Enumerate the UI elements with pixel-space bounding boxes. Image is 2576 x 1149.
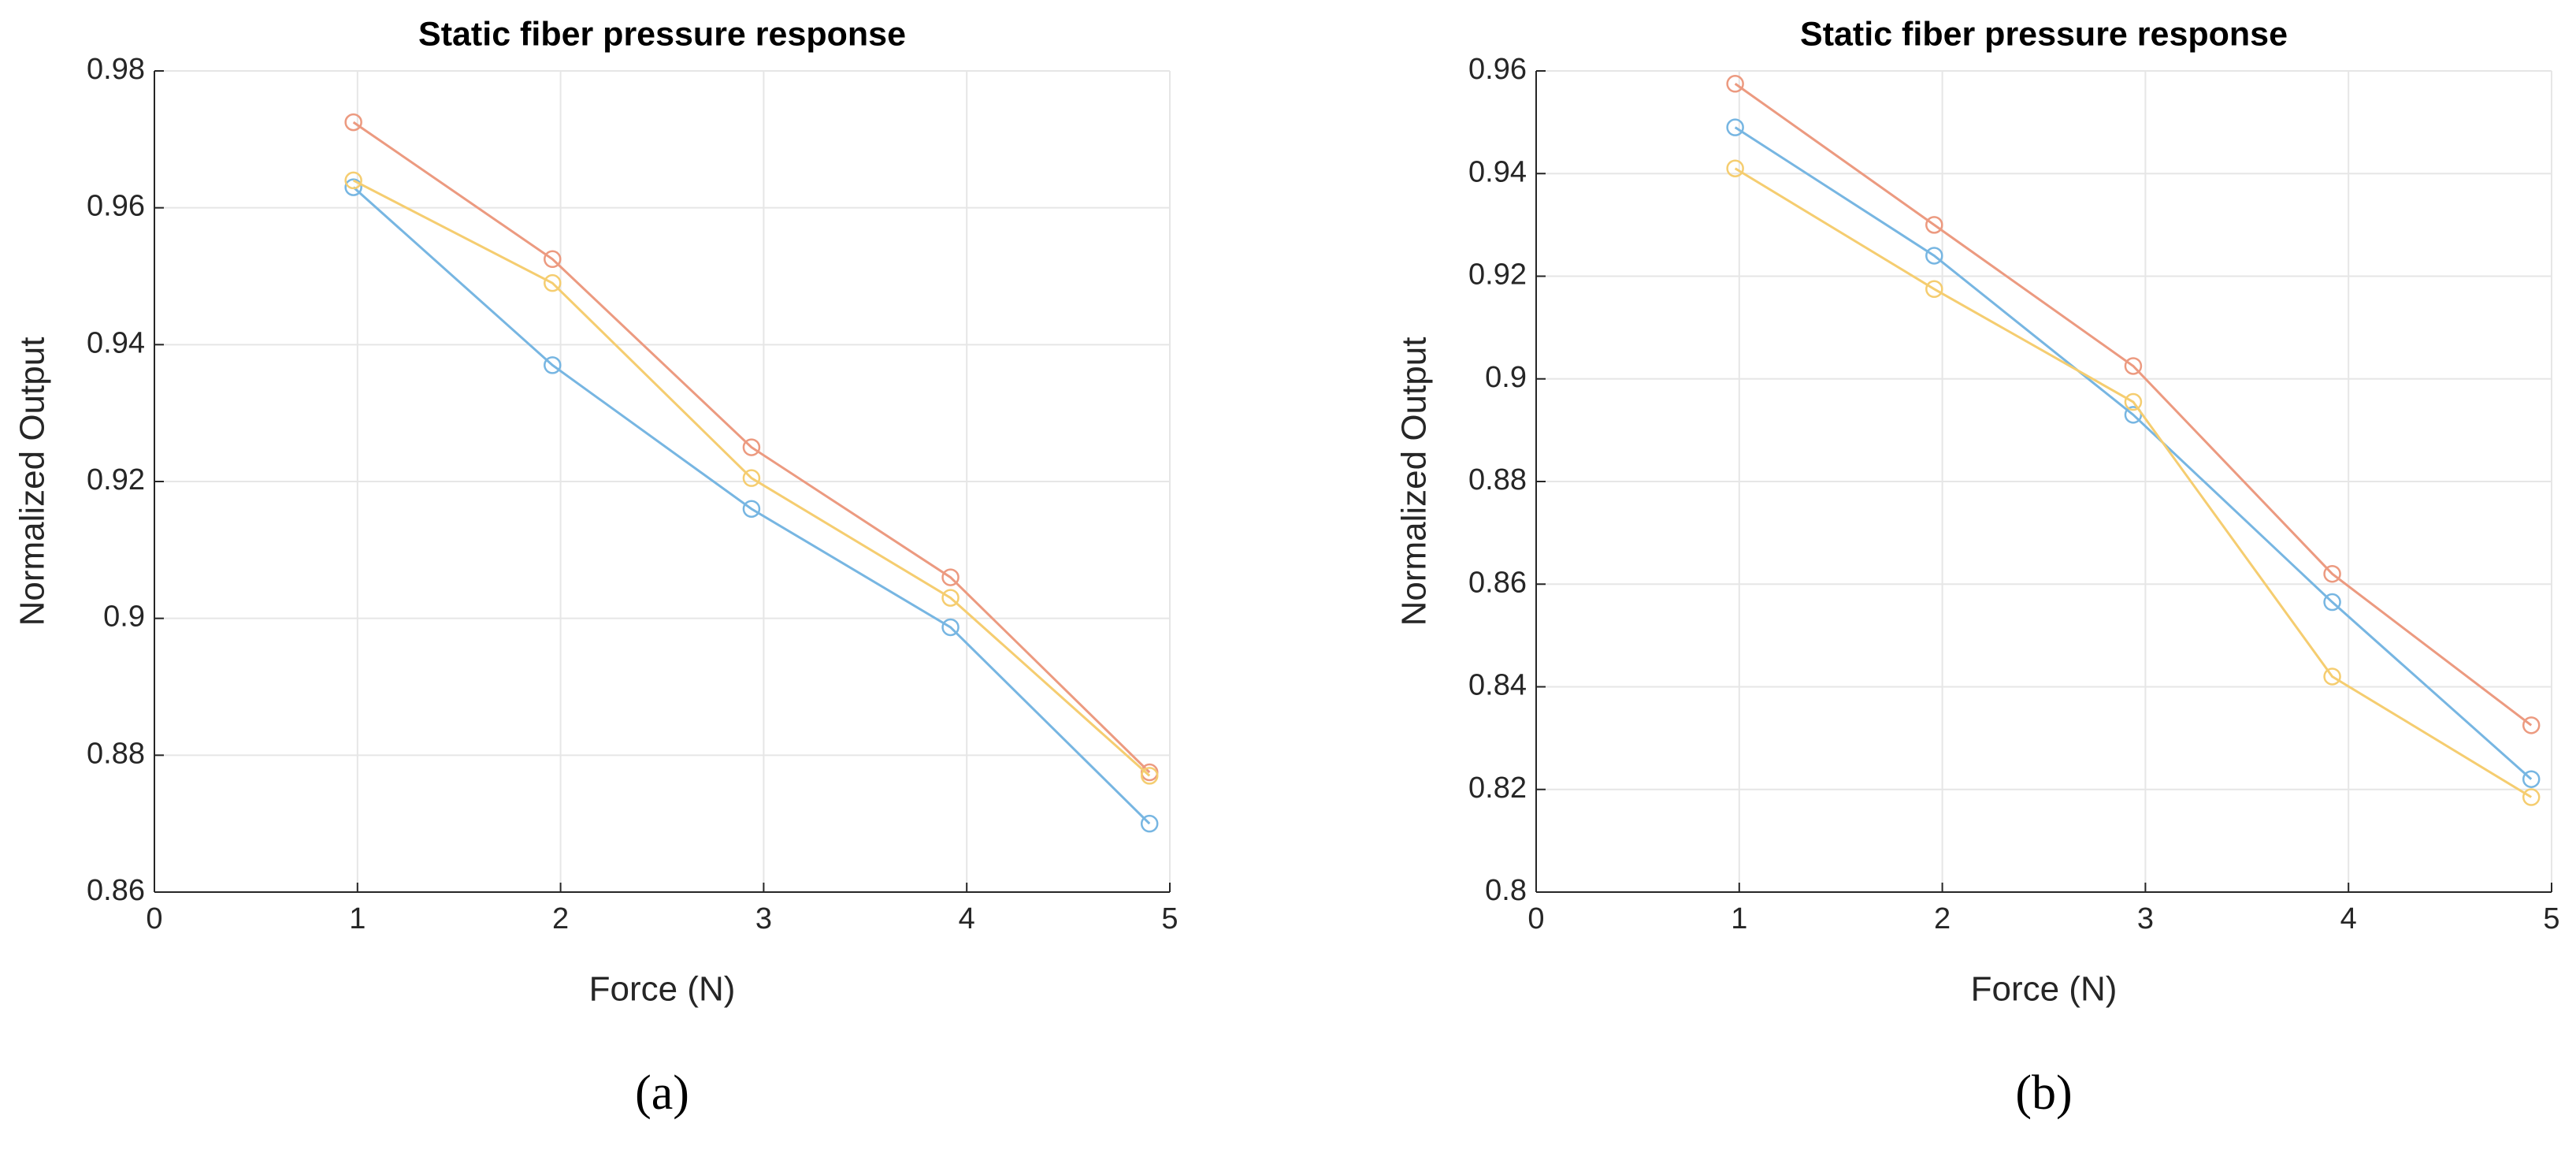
y-tick-label: 0.94 <box>1468 155 1527 188</box>
x-axis-label: Force (N) <box>589 970 736 1009</box>
chart-panel: 0.8 0.82 0.84 0.86 0.88 0.9 0.92 0.94 0.96 0 1 2 3 4 5… <box>1395 15 2560 1120</box>
y-tick-label: 0.94 <box>87 326 145 359</box>
data-point <box>1140 767 1159 785</box>
data-point <box>941 589 960 607</box>
series-line <box>352 186 1151 825</box>
data-point <box>544 356 562 374</box>
series-line <box>1734 83 2533 727</box>
y-tick-label: 0.86 <box>1468 566 1527 599</box>
y-axis-label: Normalized Output <box>13 337 52 627</box>
data-point <box>1726 118 1744 136</box>
data-point <box>1925 247 1943 265</box>
data-point <box>2522 716 2541 734</box>
y-tick-label: 0.82 <box>1468 772 1527 805</box>
data-point <box>742 469 761 487</box>
y-tick-label: 0.92 <box>1468 258 1527 292</box>
data-point <box>742 438 761 456</box>
x-tick-label: 5 <box>2543 902 2559 935</box>
series-line <box>352 121 1151 774</box>
data-point <box>742 500 761 518</box>
chart-panel: 0.86 0.88 0.9 0.92 0.94 0.96 0.98 0 1 2 3 4 5 Static … <box>13 15 1179 1120</box>
data-point <box>941 618 960 637</box>
y-tick-label: 0.86 <box>87 874 145 907</box>
data-point <box>2522 770 2541 788</box>
x-tick-label: 2 <box>1934 902 1951 935</box>
data-point <box>1925 280 1943 299</box>
y-tick-label: 0.9 <box>1485 361 1527 394</box>
x-tick-label: 4 <box>2340 902 2357 935</box>
data-point <box>2323 593 2341 612</box>
data-point <box>2522 788 2541 806</box>
caption: (a) <box>635 1066 689 1120</box>
y-tick-label: 0.96 <box>1468 53 1527 86</box>
x-tick-label: 4 <box>959 902 975 935</box>
y-tick-label: 0.84 <box>1468 669 1527 702</box>
series-line <box>352 179 1151 777</box>
caption: (b) <box>2015 1066 2072 1120</box>
data-point <box>544 273 562 292</box>
y-tick-label: 0.98 <box>87 53 145 86</box>
data-point <box>2124 357 2143 375</box>
x-tick-label: 0 <box>146 902 162 935</box>
data-point <box>2323 667 2341 686</box>
series-line <box>1734 167 2532 798</box>
x-tick-label: 1 <box>349 902 366 935</box>
data-point <box>1140 814 1159 833</box>
y-tick-label: 0.92 <box>87 463 145 496</box>
y-tick-label: 0.88 <box>1468 463 1527 496</box>
data-point <box>544 250 562 269</box>
x-tick-label: 0 <box>1527 902 1544 935</box>
x-tick-label: 3 <box>755 902 772 935</box>
y-axis-label: Normalized Output <box>1395 337 1434 627</box>
data-point <box>2124 392 2143 411</box>
y-tick-label: 0.9 <box>103 601 145 634</box>
x-tick-label: 5 <box>1161 902 1178 935</box>
data-point <box>344 171 362 190</box>
data-point <box>344 113 362 132</box>
data-point <box>1726 75 1744 93</box>
x-tick-label: 3 <box>2137 902 2154 935</box>
y-tick-label: 0.96 <box>87 190 145 223</box>
y-tick-label: 0.8 <box>1485 874 1527 907</box>
data-point <box>344 178 362 196</box>
series-line <box>1734 126 2533 780</box>
x-tick-label: 2 <box>552 902 569 935</box>
data-point <box>1726 159 1744 177</box>
chart-title: Static fiber pressure response <box>1800 15 2288 53</box>
data-point <box>941 568 960 586</box>
chart-title: Static fiber pressure response <box>418 15 906 53</box>
data-point <box>2323 564 2341 583</box>
data-point <box>1925 216 1943 234</box>
y-tick-label: 0.88 <box>87 737 145 770</box>
x-axis-label: Force (N) <box>1971 970 2118 1009</box>
x-tick-label: 1 <box>1731 902 1747 935</box>
